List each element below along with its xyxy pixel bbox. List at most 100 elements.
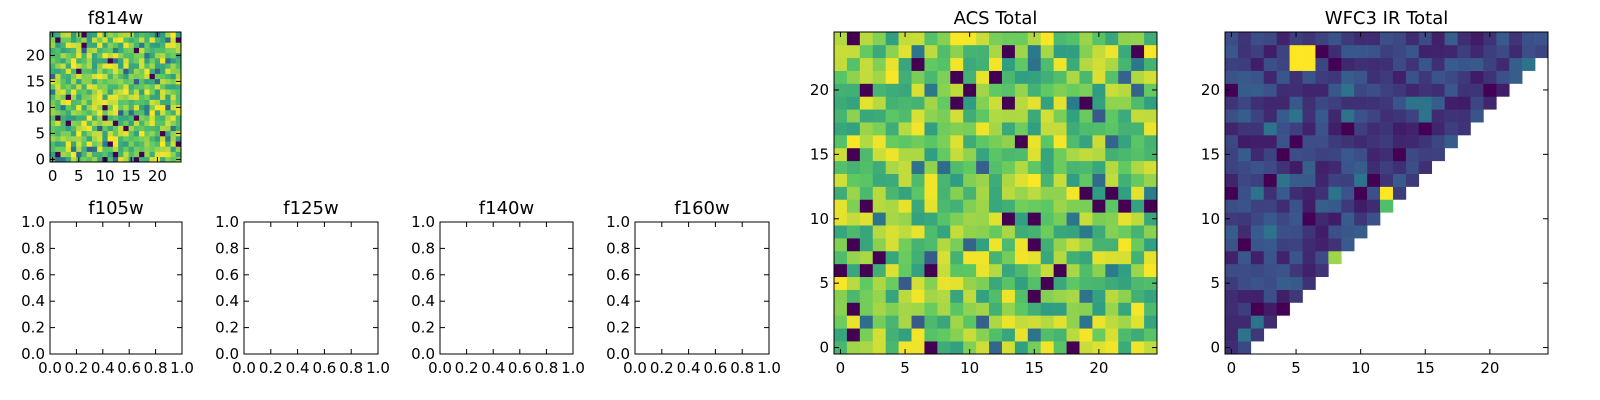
heatmap-cell [885, 328, 899, 342]
heatmap-cell [937, 263, 951, 278]
heatmap-cell [834, 70, 848, 84]
heatmap-cell [112, 151, 119, 158]
heatmap-cell [154, 73, 161, 80]
heatmap-cell [1053, 147, 1067, 162]
heatmap-cell [1118, 341, 1132, 355]
heatmap-cell [1380, 83, 1394, 97]
heatmap-cell [112, 141, 119, 147]
heatmap-cell [86, 151, 93, 158]
heatmap-cell [1001, 302, 1016, 316]
heatmap-cell [149, 47, 156, 54]
heatmap-cell [1302, 32, 1316, 46]
y-tick-label: 0.2 [21, 319, 45, 337]
x-tick-label: 20 [148, 167, 167, 185]
heatmap-cell [128, 47, 135, 54]
heatmap-cell [1144, 238, 1158, 252]
heatmap-cell [149, 94, 156, 100]
heatmap-cell [1354, 212, 1368, 226]
heatmap-cell [1483, 70, 1497, 84]
heatmap-cell [924, 263, 938, 278]
heatmap-cell [118, 94, 124, 100]
heatmap-cell [133, 37, 140, 43]
heatmap-cell [898, 57, 912, 71]
heatmap-cell [911, 109, 925, 123]
heatmap-cell [1118, 276, 1132, 290]
heatmap-cell [1354, 225, 1368, 239]
heatmap-cell [118, 141, 124, 147]
heatmap-cell [1144, 32, 1158, 46]
heatmap-cell [70, 151, 77, 158]
heatmap-cell [1131, 276, 1145, 290]
heatmap-cell [989, 289, 1003, 303]
heatmap-cell [976, 212, 990, 226]
heatmap-cell [1289, 263, 1303, 278]
heatmap-cell [1341, 135, 1355, 149]
heatmap-cell [963, 96, 977, 110]
axes-frame [634, 221, 770, 355]
heatmap-cell [950, 70, 964, 84]
heatmap-cell [65, 89, 72, 95]
heatmap-cell [102, 58, 108, 64]
heatmap-cell [86, 52, 93, 59]
heatmap-cell [170, 125, 177, 132]
heatmap-cell [1418, 32, 1433, 46]
heatmap-cell [859, 186, 874, 200]
heatmap-cell [144, 37, 150, 43]
heatmap-cell [1341, 109, 1355, 123]
heatmap-cell [149, 141, 156, 147]
heatmap-cell [1289, 238, 1303, 252]
heatmap-cell [1225, 44, 1239, 59]
heatmap-cell [139, 125, 145, 132]
heatmap-cell [65, 151, 72, 158]
heatmap-cell [834, 302, 848, 316]
heatmap-cell [950, 250, 964, 265]
heatmap-cell [70, 37, 77, 43]
heatmap-cell [872, 135, 886, 149]
heatmap-cell [1079, 276, 1093, 290]
heatmap-cell [1276, 96, 1290, 110]
heatmap-cell [55, 52, 61, 59]
heatmap-cell [1079, 263, 1093, 278]
heatmap-cell [65, 120, 72, 126]
heatmap-cell [133, 52, 140, 59]
heatmap-cell [149, 125, 156, 132]
heatmap-cell [1237, 83, 1252, 97]
y-tick-label: 0.8 [215, 239, 239, 257]
x-tick-label: 0.0 [232, 359, 256, 377]
heatmap-cell [1066, 289, 1080, 303]
heatmap-cell [112, 58, 119, 64]
heatmap-cell [846, 250, 861, 265]
heatmap-cell [846, 173, 861, 187]
heatmap-cell [60, 120, 67, 126]
heatmap-cell [50, 47, 56, 54]
heatmap-cell [924, 238, 938, 252]
heatmap-cell [1105, 32, 1119, 46]
heatmap-cell [989, 57, 1003, 71]
heatmap-cell [107, 130, 114, 137]
heatmap-cell [144, 151, 150, 158]
heatmap-cell [1118, 186, 1132, 200]
heatmap-cell [149, 99, 156, 106]
heatmap-cells [50, 32, 182, 163]
heatmap-cell [1131, 289, 1145, 303]
subplot-title: f160w [674, 198, 729, 219]
heatmap-cell [1431, 44, 1445, 59]
heatmap-cell [1118, 147, 1132, 162]
heatmap-cells [834, 32, 1158, 355]
heatmap-cell [1380, 186, 1394, 200]
heatmap-cell [144, 141, 150, 147]
heatmap-cell [1237, 147, 1252, 162]
heatmap-cell [1225, 173, 1239, 187]
x-tick-label: 0 [48, 167, 58, 185]
heatmap-cell [1392, 96, 1407, 110]
heatmap-cell [1079, 199, 1093, 213]
heatmap-cell [1131, 83, 1145, 97]
heatmap-cell [1131, 96, 1145, 110]
x-tick-label: 0.0 [38, 359, 62, 377]
heatmap-cell [60, 136, 67, 142]
heatmap-cell [154, 151, 161, 158]
heatmap-cell [989, 147, 1003, 162]
heatmap-cell [1380, 173, 1394, 187]
heatmap-cell [872, 302, 886, 316]
heatmap-cell [144, 115, 150, 121]
